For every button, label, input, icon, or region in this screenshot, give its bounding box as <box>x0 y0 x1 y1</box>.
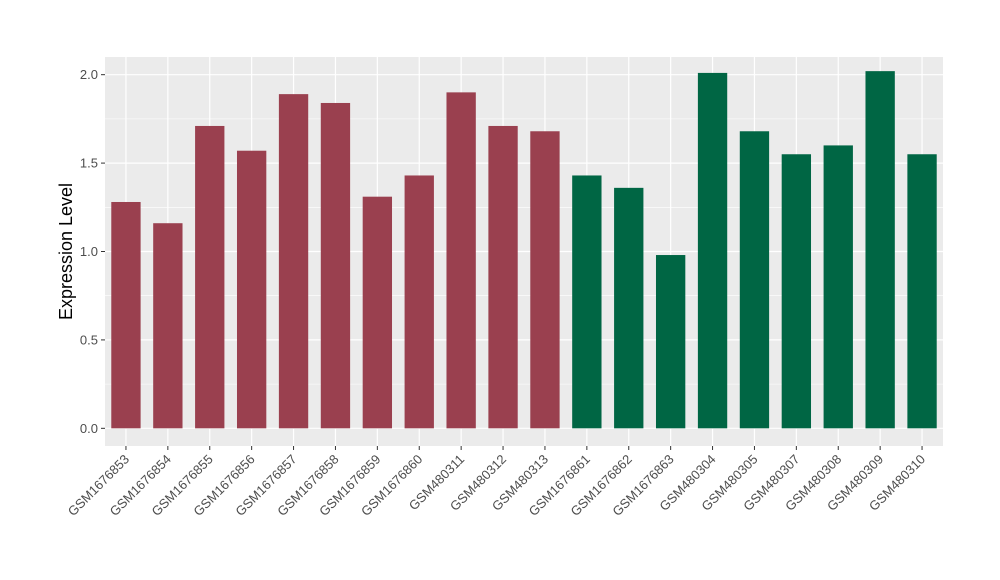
bar-gsm480304 <box>697 72 728 429</box>
y-axis-title: Expression Level <box>56 183 76 320</box>
y-tick-label: 1.5 <box>80 156 98 171</box>
bar-gsm480311 <box>446 92 476 429</box>
y-tick-label: 0.0 <box>80 421 98 436</box>
y-tick-label: 2.0 <box>80 67 98 82</box>
y-tick-label: 1.0 <box>80 244 98 259</box>
bar-gsm480307 <box>781 154 812 429</box>
bar-gsm480309 <box>865 71 895 429</box>
bar-gsm1676860 <box>404 175 434 429</box>
y-tick-label: 0.5 <box>80 332 98 347</box>
bar-gsm1676856 <box>236 150 267 429</box>
bar-gsm480312 <box>488 125 518 429</box>
bars <box>111 71 937 429</box>
bar-gsm1676857 <box>278 94 309 429</box>
bar-gsm480310 <box>907 154 937 429</box>
bar-gsm1676858 <box>320 102 351 429</box>
bar-gsm1676862 <box>614 187 644 429</box>
bar-gsm1676854 <box>153 223 183 429</box>
bar-gsm480313 <box>530 131 560 429</box>
bar-gsm1676853 <box>111 201 141 429</box>
y-axis: 0.0 0.5 1.0 1.5 2.0 <box>80 67 105 436</box>
x-axis: GSM1676853GSM1676854GSM1676855GSM1676856… <box>65 446 928 519</box>
bar-gsm1676863 <box>655 255 686 429</box>
bar-gsm480305 <box>739 131 770 429</box>
bar-gsm1676861 <box>572 175 602 429</box>
bar-gsm480308 <box>823 145 853 429</box>
bar-gsm1676859 <box>362 196 393 429</box>
bar-gsm1676855 <box>195 125 225 429</box>
